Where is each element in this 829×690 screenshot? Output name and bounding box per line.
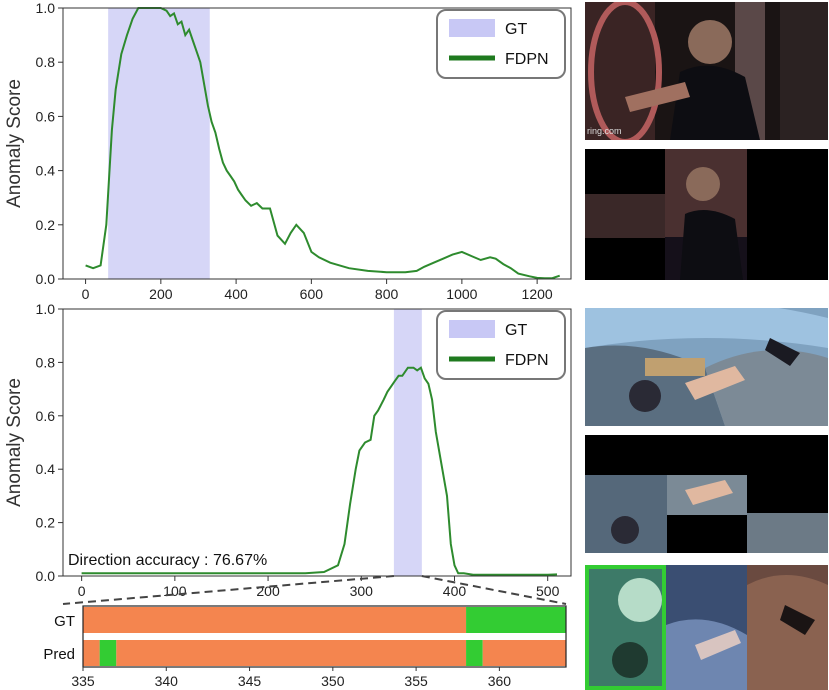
selected-frame-highlight [585, 565, 666, 690]
segment-pred [116, 640, 467, 666]
x-tick-label: 1000 [446, 286, 477, 302]
y-tick-label: 0.0 [36, 271, 56, 287]
x-tick-label: 400 [224, 286, 248, 302]
plot-frame [62, 7, 572, 280]
plot-frame [62, 308, 572, 577]
segment-gt [83, 607, 467, 633]
x-tick-label: 335 [71, 673, 95, 689]
x-tick-label: 100 [163, 583, 187, 599]
y-axis-label: Anomaly Score [4, 378, 25, 507]
segment-pred [99, 640, 117, 666]
row-label: GT [54, 613, 75, 630]
y-tick-label: 0.4 [36, 163, 56, 179]
y-tick-label: 0.2 [36, 515, 56, 531]
gt-region [393, 309, 422, 576]
legend: GT FDPN [436, 310, 566, 380]
x-tick-label: 300 [350, 583, 374, 599]
video-frame-1: ring.com [585, 2, 828, 140]
legend-label: FDPN [505, 51, 549, 68]
segment-pred [466, 640, 483, 666]
legend-label: GT [505, 322, 527, 339]
y-tick-label: 0.0 [36, 568, 56, 584]
x-tick-label: 340 [155, 673, 179, 689]
y-tick-label: 0.8 [36, 354, 56, 370]
axis-ticks: 0 200 400 600 800 1000 1200 0.0 0.2 0.4 0.6 0.8 1.0 [36, 0, 553, 302]
x-tick-label: 200 [149, 286, 173, 302]
legend-label: GT [505, 21, 527, 38]
y-tick-label: 0.2 [36, 217, 56, 233]
legend: GT FDPN [436, 9, 566, 79]
y-axis-label: Anomaly Score [4, 79, 25, 208]
legend-gt-swatch [449, 320, 495, 338]
legend-gt-swatch [449, 19, 495, 37]
x-tick-label: 360 [488, 673, 512, 689]
chart-panel-top: 0 200 400 600 800 1000 12000.00.20.40.60.81.0 … [4, 0, 572, 302]
x-tick-label: 800 [375, 286, 399, 302]
zoom-guide-left [62, 575, 394, 605]
x-tick-label: 0 [82, 286, 90, 302]
x-tick-label: 355 [404, 673, 428, 689]
y-tick-label: 1.0 [36, 301, 56, 317]
direction-accuracy-annotation: Direction accuracy : 76.67% [68, 552, 267, 569]
video-frame-2 [585, 308, 828, 426]
y-tick-label: 0.6 [36, 408, 56, 424]
fdpn-line [81, 366, 558, 576]
y-tick-label: 0.6 [36, 108, 56, 124]
watermark: ring.com [587, 126, 622, 136]
x-tick-label: 500 [536, 583, 560, 599]
gt-pred-strip: GT Pred 335 340 345 350 355 360 [43, 605, 567, 689]
strip-frame [82, 605, 567, 668]
legend-label: FDPN [505, 352, 549, 369]
masked-frame-2 [585, 435, 828, 553]
segment-pred [83, 640, 100, 666]
highlighted-frame-strip [585, 565, 828, 690]
zoom-guide-right [421, 575, 567, 605]
zoom-guides [62, 575, 567, 605]
x-tick-label: 345 [238, 673, 262, 689]
x-tick-label: 600 [300, 286, 324, 302]
y-tick-label: 0.4 [36, 461, 56, 477]
y-tick-label: 0.8 [36, 54, 56, 70]
x-tick-label: 350 [321, 673, 345, 689]
segment-pred [482, 640, 566, 666]
x-tick-label: 400 [443, 583, 467, 599]
gt-region [108, 8, 210, 279]
y-tick-label: 1.0 [36, 0, 56, 16]
masked-frame-1 [585, 149, 828, 280]
segment-gt [466, 607, 566, 633]
x-tick-label: 1200 [522, 286, 553, 302]
row-label: Pred [43, 646, 75, 663]
x-tick-label: 0 [78, 583, 86, 599]
